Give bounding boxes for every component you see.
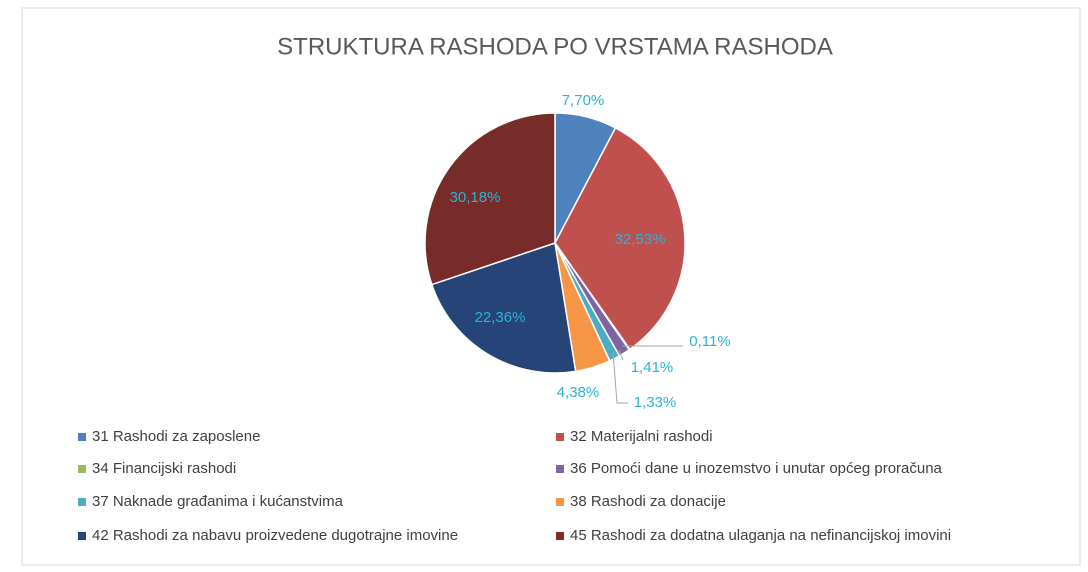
- data-label: 22,36%: [475, 309, 526, 326]
- legend-swatch: [78, 498, 86, 506]
- data-label: 7,70%: [562, 92, 605, 109]
- legend-label: 32 Materijalni rashodi: [570, 428, 713, 445]
- legend-swatch: [78, 465, 86, 473]
- legend-label: 31 Rashodi za zaposlene: [92, 428, 260, 445]
- legend-swatch: [556, 433, 564, 441]
- data-label: 4,38%: [557, 384, 600, 401]
- legend-swatch: [556, 465, 564, 473]
- legend-label: 36 Pomoći dane u inozemstvo i unutar opć…: [570, 460, 943, 477]
- legend-label: 45 Rashodi za dodatna ulaganja na nefina…: [570, 527, 951, 544]
- legend-label: 42 Rashodi za nabavu proizvedene dugotra…: [92, 527, 458, 544]
- pie-slice: [554, 126, 686, 351]
- legend-swatch: [78, 433, 86, 441]
- leader-line: [612, 351, 628, 404]
- legend-swatch: [556, 498, 564, 506]
- data-label: 1,33%: [634, 394, 677, 411]
- legend-label: 34 Financijski rashodi: [92, 460, 236, 477]
- legend-swatch: [556, 532, 564, 540]
- data-label: 30,18%: [450, 189, 501, 206]
- leader-line: [618, 349, 624, 361]
- chart-title: STRUKTURA RASHODA PO VRSTAMA RASHODA: [277, 33, 833, 60]
- data-label: 0,11%: [689, 333, 730, 350]
- legend-swatch: [78, 532, 86, 540]
- pie-slice: [424, 112, 556, 286]
- legend-label: 37 Naknade građanima i kućanstvima: [92, 493, 344, 510]
- data-label: 32,53%: [615, 231, 666, 248]
- legend-label: 38 Rashodi za donacije: [570, 493, 726, 510]
- pie-slice: [430, 242, 577, 374]
- data-label: 1,41%: [631, 359, 674, 376]
